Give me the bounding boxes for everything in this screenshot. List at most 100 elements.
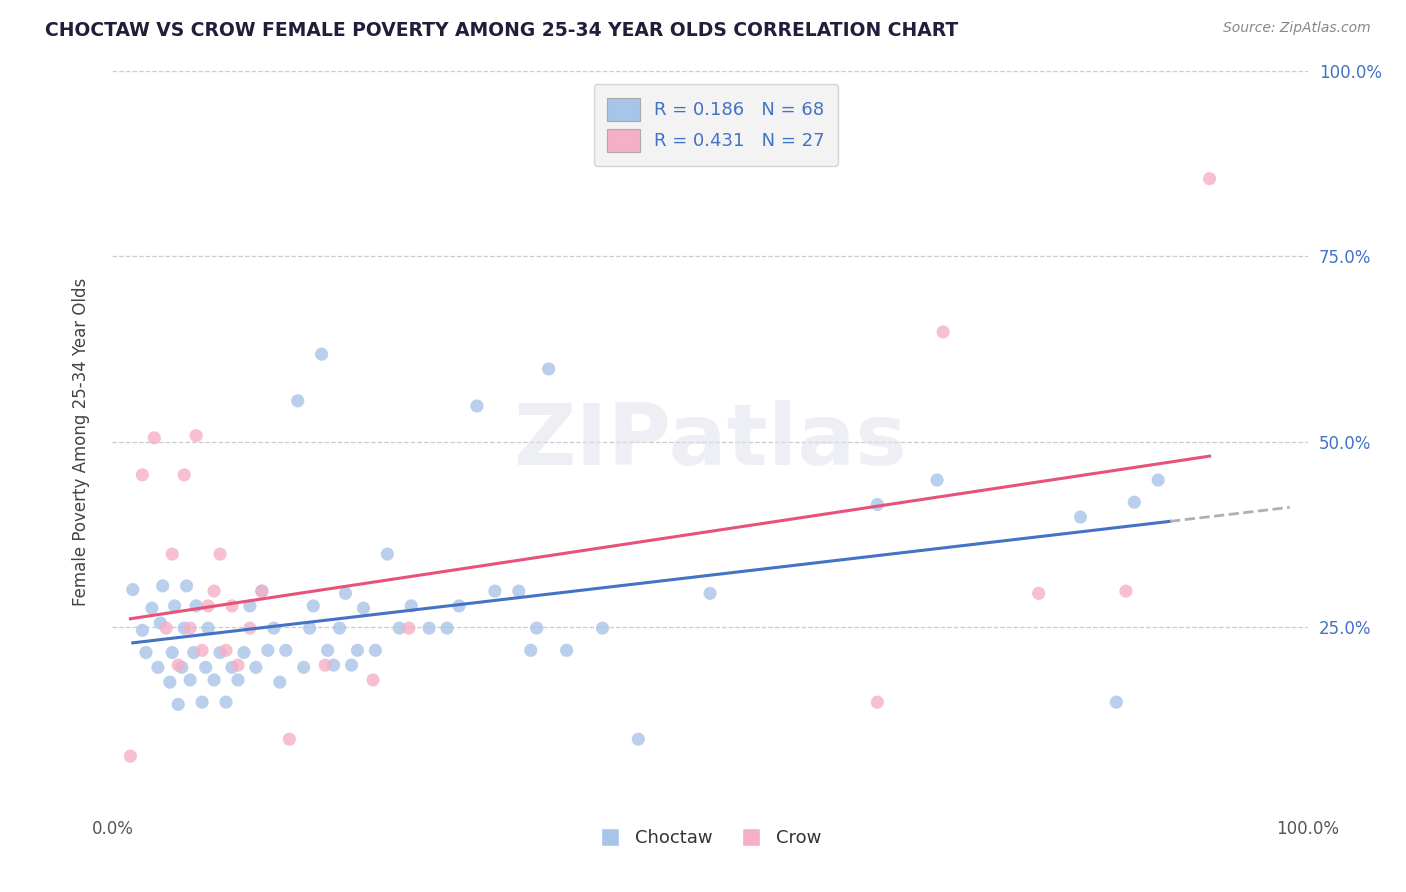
Point — [520, 643, 543, 657]
Point — [257, 643, 280, 657]
Point — [173, 621, 195, 635]
Point — [298, 621, 321, 635]
Point — [346, 643, 368, 657]
Point — [209, 547, 232, 561]
Point — [176, 579, 198, 593]
Point — [143, 431, 166, 445]
Point — [1123, 495, 1146, 509]
Point — [179, 621, 201, 635]
Point — [302, 599, 325, 613]
Point — [215, 695, 238, 709]
Point — [197, 599, 219, 613]
Point — [186, 428, 208, 442]
Point — [209, 646, 232, 660]
Point — [398, 621, 420, 635]
Point — [141, 601, 163, 615]
Point — [221, 660, 243, 674]
Point — [250, 584, 273, 599]
Point — [239, 621, 262, 635]
Point — [269, 675, 291, 690]
Point — [167, 698, 190, 712]
Point — [250, 584, 273, 599]
Point — [322, 658, 344, 673]
Point — [274, 643, 297, 657]
Point — [484, 584, 506, 599]
Point — [555, 643, 578, 657]
Point — [508, 584, 530, 599]
Point — [329, 621, 352, 635]
Point — [159, 675, 181, 690]
Point — [245, 660, 267, 674]
Point — [287, 393, 309, 408]
Point — [162, 646, 183, 660]
Point — [361, 673, 384, 687]
Text: CHOCTAW VS CROW FEMALE POVERTY AMONG 25-34 YEAR OLDS CORRELATION CHART: CHOCTAW VS CROW FEMALE POVERTY AMONG 25-… — [45, 21, 959, 40]
Point — [1198, 171, 1220, 186]
Point — [699, 586, 721, 600]
Point — [226, 658, 249, 673]
Point — [1070, 510, 1092, 524]
Point — [1105, 695, 1128, 709]
Point — [202, 584, 225, 599]
Text: Source: ZipAtlas.com: Source: ZipAtlas.com — [1223, 21, 1371, 36]
Point — [197, 621, 219, 635]
Point — [191, 643, 214, 657]
Point — [932, 325, 955, 339]
Text: ZIPatlas: ZIPatlas — [513, 400, 907, 483]
Point — [239, 599, 262, 613]
Point — [233, 646, 256, 660]
Legend: Choctaw, Crow: Choctaw, Crow — [592, 822, 828, 855]
Point — [135, 646, 157, 660]
Point — [179, 673, 201, 687]
Point — [314, 658, 336, 673]
Point — [202, 673, 225, 687]
Point — [627, 732, 650, 747]
Point — [866, 498, 889, 512]
Point — [436, 621, 458, 635]
Point — [155, 621, 177, 635]
Point — [364, 643, 387, 657]
Point — [121, 582, 143, 597]
Point — [194, 660, 217, 674]
Point — [186, 599, 208, 613]
Point — [311, 347, 333, 361]
Point — [340, 658, 363, 673]
Point — [292, 660, 315, 674]
Point — [162, 547, 183, 561]
Point — [866, 695, 889, 709]
Point — [316, 643, 339, 657]
Point — [173, 467, 195, 482]
Point — [377, 547, 399, 561]
Point — [263, 621, 285, 635]
Point — [465, 399, 488, 413]
Point — [401, 599, 423, 613]
Point — [335, 586, 357, 600]
Point — [537, 362, 560, 376]
Point — [221, 599, 243, 613]
Point — [191, 695, 214, 709]
Point — [215, 643, 238, 657]
Point — [131, 624, 153, 638]
Point — [183, 646, 205, 660]
Point — [120, 749, 142, 764]
Y-axis label: Female Poverty Among 25-34 Year Olds: Female Poverty Among 25-34 Year Olds — [72, 277, 90, 606]
Point — [592, 621, 614, 635]
Point — [170, 660, 193, 674]
Point — [152, 579, 174, 593]
Point — [167, 658, 190, 673]
Point — [447, 599, 470, 613]
Point — [149, 615, 172, 630]
Point — [163, 599, 186, 613]
Point — [226, 673, 249, 687]
Point — [1147, 473, 1170, 487]
Point — [526, 621, 548, 635]
Point — [1028, 586, 1050, 600]
Point — [927, 473, 949, 487]
Point — [131, 467, 153, 482]
Point — [1115, 584, 1137, 599]
Point — [418, 621, 440, 635]
Point — [278, 732, 301, 747]
Point — [352, 601, 374, 615]
Point — [388, 621, 411, 635]
Point — [146, 660, 169, 674]
